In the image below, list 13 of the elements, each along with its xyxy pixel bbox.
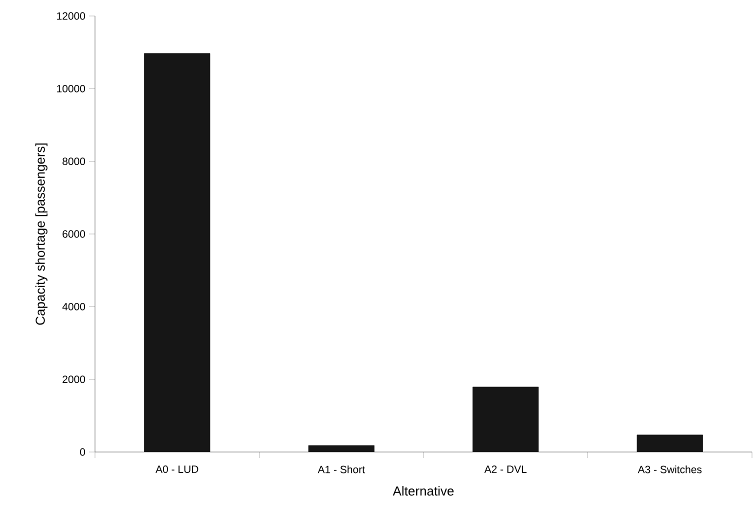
x-tick-label: A1 - Short: [318, 466, 365, 474]
y-tick-label: 12000: [57, 12, 86, 20]
y-axis-title: Capacity shortage [passengers]: [35, 144, 48, 325]
x-tick-label: A3 - Switches: [638, 466, 702, 474]
y-tick-label: 6000: [62, 230, 86, 238]
x-tick-label: A2 - DVL: [484, 466, 527, 473]
x-tick-label: A0 - LUD: [156, 466, 198, 473]
y-tick-label: 4000: [62, 302, 86, 310]
y-tick-label: 2000: [62, 376, 86, 384]
x-axis-title: Alternative: [392, 486, 454, 496]
y-tick-label: 8000: [62, 158, 86, 166]
y-tick-label: 0: [80, 448, 86, 456]
y-tick-label: 10000: [57, 84, 86, 92]
